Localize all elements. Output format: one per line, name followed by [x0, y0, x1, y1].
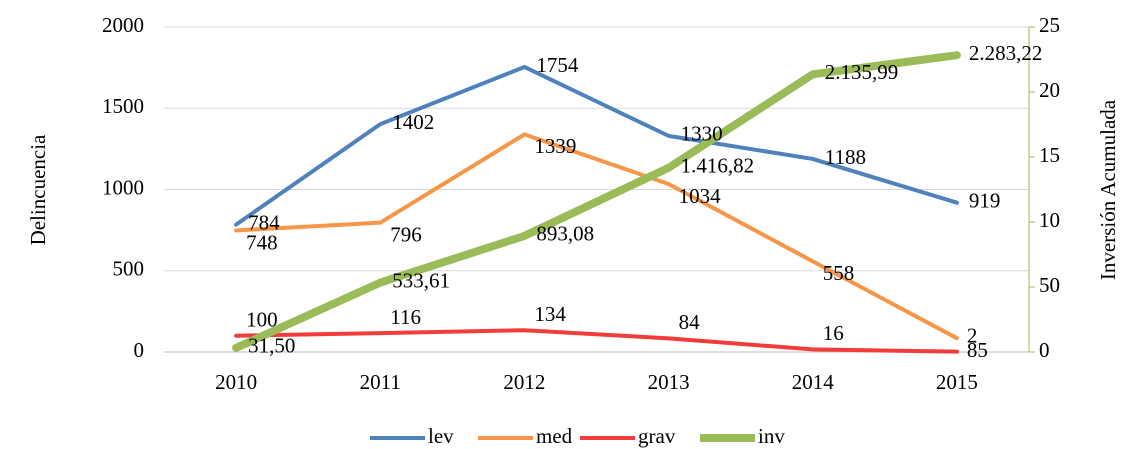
data-label: 1754: [536, 53, 579, 77]
data-label: 1330: [681, 122, 723, 146]
x-tick-label: 2013: [648, 370, 690, 394]
x-tick-label: 2011: [360, 370, 401, 394]
data-label: 784: [248, 210, 280, 234]
data-label: 85: [967, 338, 988, 362]
data-label: 748: [246, 230, 277, 254]
x-tick-label: 2015: [936, 370, 978, 394]
y2-tick-label: 20: [1039, 78, 1060, 102]
y-tick-label: 0: [134, 338, 145, 362]
y2-axis-title: Inversión Acumulada: [1096, 99, 1120, 280]
line-y2: [232, 51, 961, 352]
line: [234, 64, 959, 227]
data-label: 16: [823, 321, 844, 345]
x-tick-label: 2010: [215, 370, 257, 394]
data-label: 2.135,99: [825, 60, 899, 84]
data-label: 84: [679, 310, 701, 334]
data-label: 116: [390, 305, 421, 329]
y2-tick-label: 10: [1039, 208, 1060, 232]
y-tick-label: 500: [113, 257, 145, 281]
data-label: 1.416,82: [681, 154, 755, 178]
line: [234, 132, 959, 341]
x-tick-label: 2012: [503, 370, 545, 394]
data-label: 2.283,22: [969, 41, 1043, 65]
data-label: 134: [534, 302, 566, 326]
legend-label: inv: [758, 424, 785, 448]
y-tick-label: 1500: [102, 94, 144, 118]
legend-label: grav: [638, 424, 676, 448]
data-label: 1402: [392, 110, 434, 134]
y2-tick-label: 25: [1039, 13, 1060, 37]
data-label: 2: [967, 323, 978, 347]
legend-label: med: [536, 424, 573, 448]
data-label: 31,50: [248, 334, 295, 358]
y2-tick-label: 15: [1039, 143, 1060, 167]
data-label: 1339: [534, 134, 576, 158]
y-tick-label: 1000: [102, 175, 144, 199]
data-label: 796: [390, 222, 422, 246]
y-tick-label: 2000: [102, 13, 144, 37]
data-label: 893,08: [536, 222, 594, 246]
data-label: 919: [969, 188, 1001, 212]
y2-tick-label: 50: [1039, 273, 1060, 297]
x-tick-label: 2014: [792, 370, 835, 394]
data-label: 533,61: [392, 268, 450, 292]
data-label: 100: [246, 308, 277, 332]
y2-tick-label: 0: [1039, 338, 1050, 362]
data-label: 558: [823, 261, 855, 285]
data-label: 1188: [825, 145, 866, 169]
y-axis-title: Delincuencia: [26, 134, 50, 245]
data-label: 1034: [679, 184, 722, 208]
legend-label: lev: [428, 424, 454, 448]
line: [234, 328, 959, 354]
